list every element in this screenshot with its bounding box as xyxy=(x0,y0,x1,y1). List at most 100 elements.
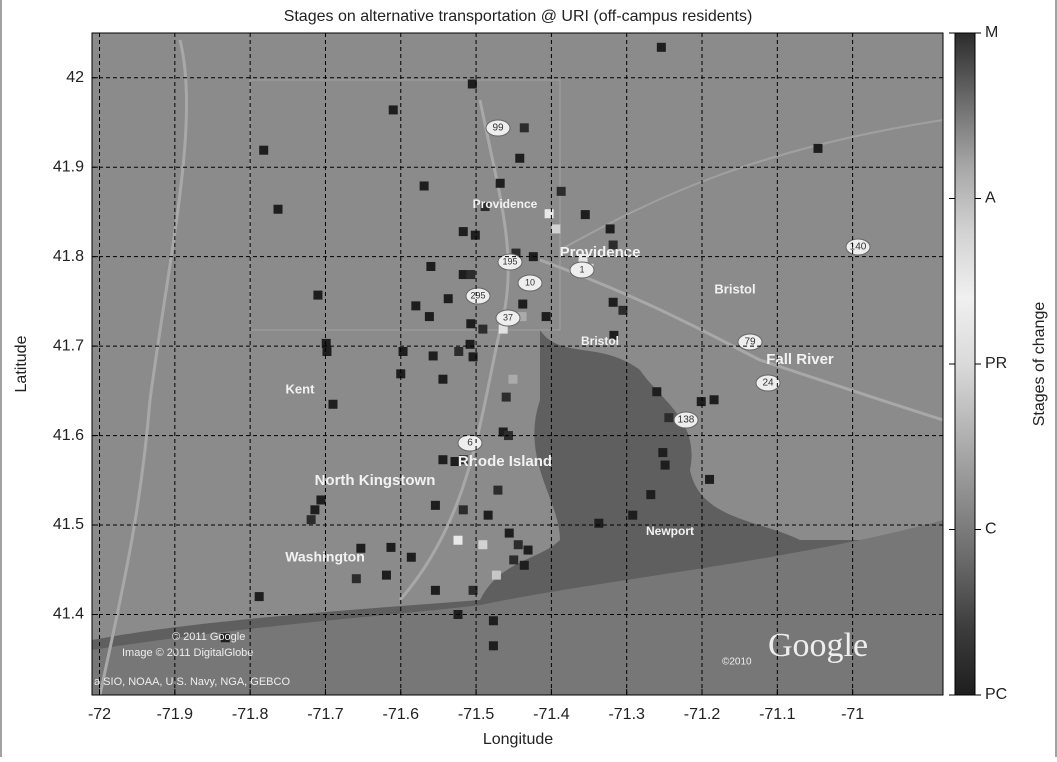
point xyxy=(454,536,463,545)
point xyxy=(382,571,391,580)
point xyxy=(438,375,447,384)
point xyxy=(429,351,438,360)
point xyxy=(514,540,523,549)
point xyxy=(581,210,590,219)
x-tick-label: -71.7 xyxy=(307,706,344,723)
x-tick-label: -71.9 xyxy=(157,706,194,723)
point xyxy=(628,511,637,520)
point xyxy=(520,561,529,570)
point xyxy=(431,586,440,595)
point xyxy=(518,300,527,309)
point xyxy=(316,495,325,504)
point xyxy=(313,291,322,300)
point xyxy=(484,511,493,520)
x-tick-label: -71 xyxy=(841,706,864,723)
colorbar-tick-label: PR xyxy=(985,355,1007,372)
point xyxy=(705,475,714,484)
point xyxy=(411,301,420,310)
point xyxy=(509,555,518,564)
y-tick-label: 41.4 xyxy=(53,606,84,623)
figure: Stages on alternative transportation @ U… xyxy=(0,0,1057,757)
point xyxy=(420,181,429,190)
route-number: 10 xyxy=(525,277,535,287)
point xyxy=(389,105,398,114)
place-label: Fall River xyxy=(766,351,834,368)
point xyxy=(524,546,533,555)
point xyxy=(471,231,480,240)
point xyxy=(492,571,501,580)
point xyxy=(657,43,666,52)
x-tick-label: -71.5 xyxy=(458,706,495,723)
point xyxy=(310,505,319,514)
point xyxy=(466,319,475,328)
colorbar-label: Stages of change xyxy=(1031,302,1048,427)
route-number: 295 xyxy=(470,290,485,300)
y-tick-label: 41.8 xyxy=(53,248,84,265)
y-tick-label: 41.9 xyxy=(53,158,84,175)
x-axis-label: Longitude xyxy=(483,731,553,748)
route-number: 6 xyxy=(467,438,473,449)
colorbar-tick-label: PC xyxy=(985,686,1007,703)
point xyxy=(515,154,524,163)
point xyxy=(658,448,667,457)
point xyxy=(606,224,615,233)
point xyxy=(551,224,560,233)
point xyxy=(502,393,511,402)
x-tick-label: -71.3 xyxy=(608,706,645,723)
colorbar-tick-label: C xyxy=(985,521,997,538)
point xyxy=(431,501,440,510)
point xyxy=(255,592,264,601)
point xyxy=(386,543,395,552)
point xyxy=(425,312,434,321)
attribution: Image © 2011 DigitalGlobe xyxy=(122,647,253,659)
place-label: Providence xyxy=(473,197,538,211)
point xyxy=(478,325,487,334)
colorbar-tick-label: M xyxy=(985,24,998,41)
point xyxy=(542,312,551,321)
colorbar-tick-label: A xyxy=(985,190,996,207)
x-tick-label: -71.1 xyxy=(759,706,796,723)
attribution: a SIO, NOAA, U.S. Navy, NGA, GEBCO xyxy=(94,676,290,688)
point xyxy=(426,262,435,271)
point xyxy=(454,347,463,356)
route-number: 24 xyxy=(762,378,774,389)
y-tick-label: 42 xyxy=(66,69,84,86)
route-number: 195 xyxy=(502,256,517,266)
point xyxy=(466,270,475,279)
point xyxy=(697,397,706,406)
point xyxy=(493,486,502,495)
route-number: 138 xyxy=(678,415,695,426)
point xyxy=(352,574,361,583)
point xyxy=(328,400,337,409)
point xyxy=(594,519,603,528)
place-label: Newport xyxy=(646,524,694,538)
point xyxy=(664,413,673,422)
route-number: 1 xyxy=(579,264,584,274)
place-label: Bristol xyxy=(714,281,755,296)
point xyxy=(489,641,498,650)
point xyxy=(399,347,408,356)
point xyxy=(496,179,505,188)
point xyxy=(259,146,268,155)
colorbar xyxy=(955,33,975,695)
point xyxy=(557,187,566,196)
chart-title: Stages on alternative transportation @ U… xyxy=(284,8,753,25)
point xyxy=(609,298,618,307)
point xyxy=(407,553,416,562)
point xyxy=(652,387,661,396)
y-tick-label: 41.7 xyxy=(53,337,84,354)
point xyxy=(618,306,627,315)
route-number: 37 xyxy=(503,312,513,322)
point xyxy=(520,123,529,132)
point xyxy=(459,505,468,514)
place-label: North Kingstown xyxy=(315,472,436,489)
attribution: ©2010 xyxy=(722,657,752,668)
point xyxy=(468,79,477,88)
y-tick-label: 41.5 xyxy=(53,516,84,533)
x-tick-label: -72 xyxy=(88,706,111,723)
point xyxy=(508,375,517,384)
point xyxy=(438,455,447,464)
point xyxy=(466,340,475,349)
y-axis-label: Latitude xyxy=(13,335,30,392)
x-tick-label: -71.4 xyxy=(533,706,570,723)
